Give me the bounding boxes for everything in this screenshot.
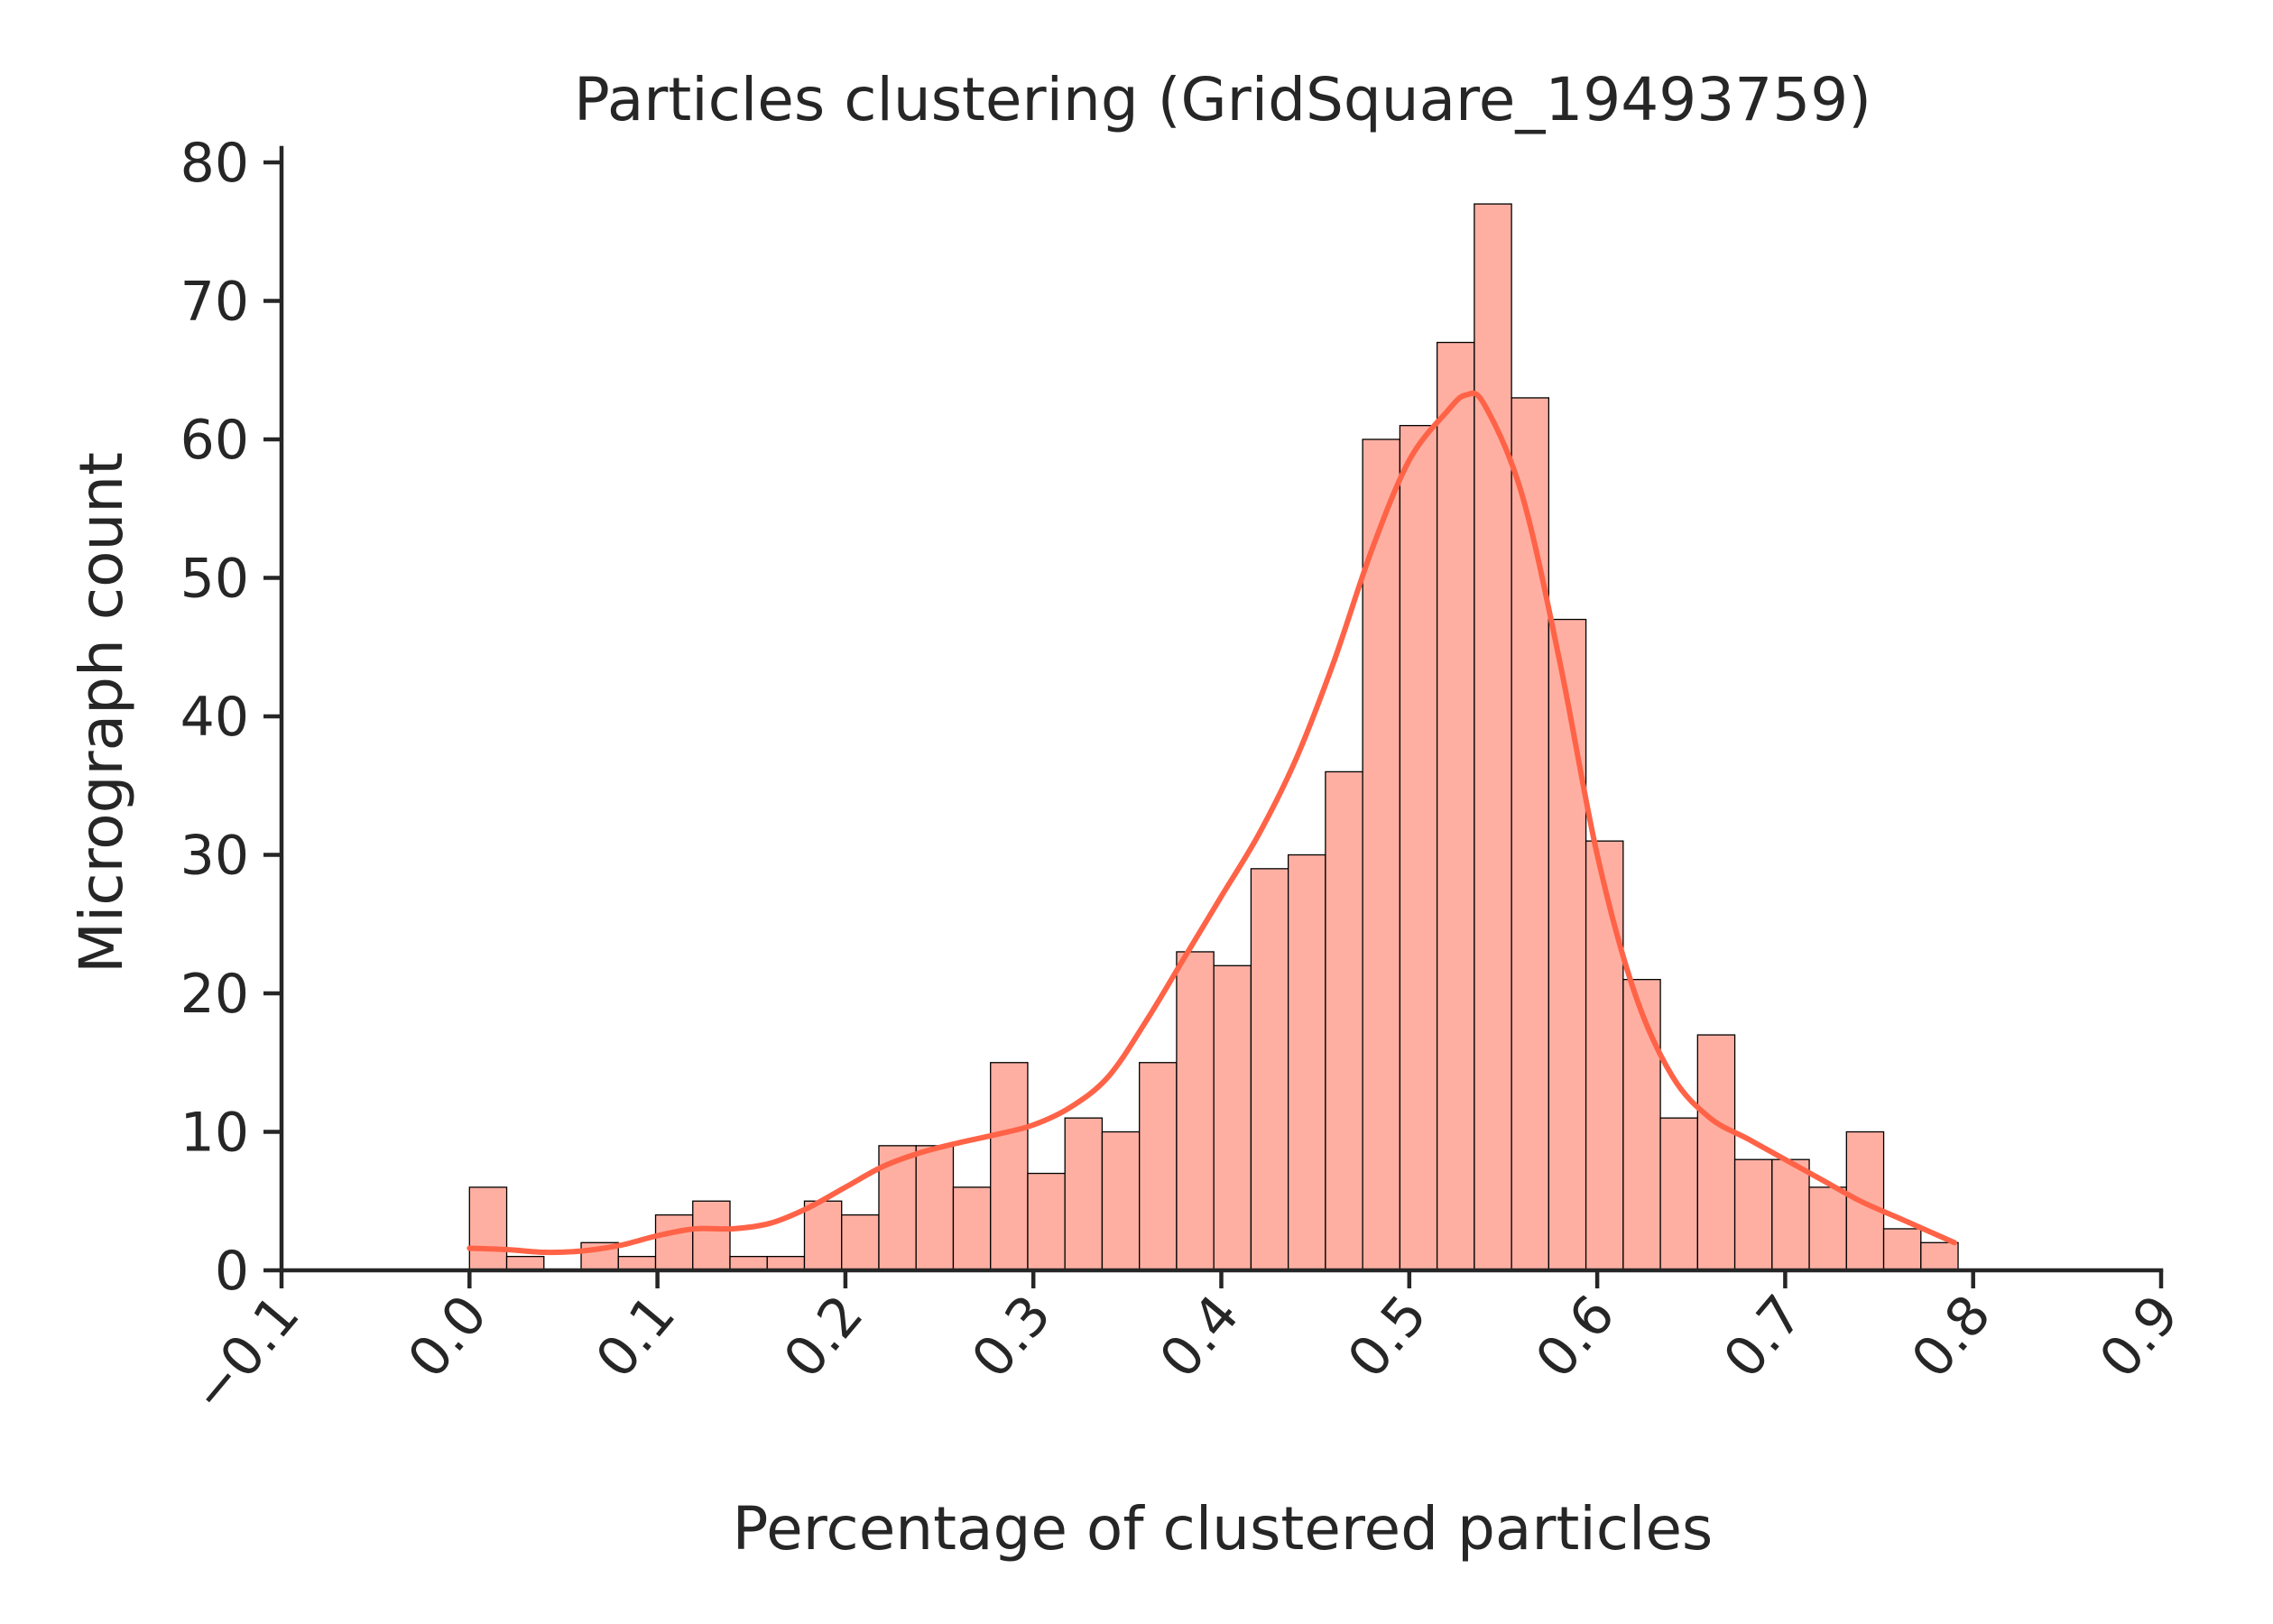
- histogram-bar: [1399, 424, 1438, 1271]
- x-tick-label: 0.0: [396, 1284, 500, 1390]
- histogram-bar: [803, 1200, 843, 1271]
- histogram-bar: [1064, 1117, 1104, 1271]
- histogram-bar: [952, 1186, 992, 1271]
- histogram-bar: [1882, 1228, 1922, 1271]
- histogram-bar: [766, 1256, 806, 1271]
- histogram-bar: [692, 1200, 731, 1271]
- kde-curve: [467, 390, 1957, 1256]
- y-tick-label: 0: [215, 1240, 249, 1303]
- y-tick-label: 60: [180, 409, 249, 472]
- histogram-bar: [1101, 1130, 1141, 1271]
- histogram-bar: [1771, 1158, 1810, 1271]
- histogram-bar: [505, 1256, 545, 1271]
- histogram-bar: [654, 1213, 694, 1271]
- x-tick-label: 0.9: [2088, 1284, 2192, 1390]
- histogram-bar: [1808, 1186, 1847, 1271]
- histogram-bar: [1139, 1062, 1178, 1271]
- histogram-bar: [1733, 1158, 1773, 1271]
- histogram-bar: [1250, 868, 1289, 1271]
- histogram-bar: [841, 1213, 880, 1271]
- histogram-bar: [1622, 979, 1661, 1271]
- x-axis-label: Percentage of clustered particles: [733, 1494, 1714, 1564]
- x-tick-label: 0.7: [1712, 1284, 1816, 1390]
- histogram-bar: [1474, 203, 1512, 1271]
- y-tick-label: 20: [180, 963, 249, 1026]
- x-tick-label: 0.4: [1148, 1284, 1252, 1390]
- histogram-bar: [1659, 1117, 1698, 1271]
- y-tick-label: 70: [180, 271, 249, 334]
- histogram-bar: [1176, 951, 1215, 1271]
- histogram-bar: [1325, 770, 1363, 1271]
- histogram-bar: [990, 1062, 1029, 1271]
- histogram-bar: [617, 1256, 657, 1271]
- histogram-bar: [1362, 438, 1401, 1271]
- x-tick-label: 0.1: [584, 1284, 688, 1390]
- kde-curve-layer: [467, 390, 1957, 1256]
- histogram-bar: [1436, 341, 1475, 1271]
- histogram-bar: [1585, 840, 1624, 1271]
- x-tick-label: 0.3: [960, 1284, 1064, 1390]
- histogram-bars: [468, 203, 1959, 1271]
- y-axis-label: Micrograph count: [67, 452, 136, 973]
- x-tick-label: 0.2: [772, 1284, 875, 1390]
- histogram-bar: [1027, 1172, 1066, 1271]
- x-tick-label: −0.1: [179, 1284, 311, 1426]
- x-tick-label: 0.6: [1524, 1284, 1628, 1390]
- y-tick-label: 80: [180, 132, 249, 195]
- histogram-bar: [468, 1186, 508, 1271]
- x-tick-label: 0.5: [1335, 1284, 1439, 1390]
- histogram-bar: [1548, 618, 1587, 1271]
- histogram-bar: [1696, 1034, 1736, 1271]
- y-tick-label: 50: [180, 548, 249, 611]
- histogram-bar: [729, 1256, 768, 1271]
- histogram-bar: [1920, 1241, 1959, 1271]
- histogram-bar: [1213, 964, 1252, 1271]
- chart-title: Particles clustering (GridSquare_1949375…: [574, 65, 1871, 134]
- y-tick-label: 30: [180, 825, 249, 888]
- histogram-bar: [915, 1145, 955, 1271]
- y-tick-label: 10: [180, 1102, 249, 1165]
- histogram-bar: [1288, 854, 1326, 1271]
- y-tick-label: 40: [180, 686, 249, 749]
- x-tick-label: 0.8: [1899, 1284, 2003, 1390]
